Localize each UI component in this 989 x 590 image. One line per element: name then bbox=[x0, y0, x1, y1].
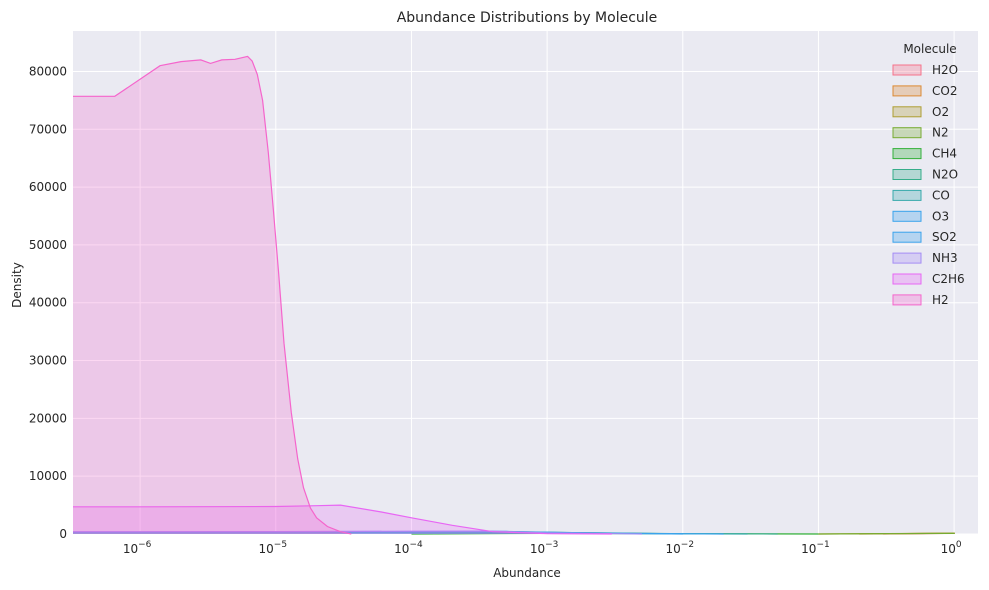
legend-swatch-o3 bbox=[892, 210, 922, 222]
y-tick-label-4: 40000 bbox=[29, 296, 67, 310]
y-tick-label-1: 10000 bbox=[29, 469, 67, 483]
x-axis-ticks: 10−6 10−5 10−4 10−3 10−2 10−1 100 bbox=[123, 540, 962, 556]
legend-label-c2h6: C2H6 bbox=[932, 272, 965, 286]
legend-swatch-h2o bbox=[892, 64, 922, 76]
x-tick-label-2: 10−4 bbox=[394, 540, 423, 556]
legend-swatch-n2o bbox=[892, 169, 922, 180]
x-tick-label-6: 100 bbox=[941, 540, 962, 556]
legend-swatch-c2h6 bbox=[892, 273, 922, 285]
density-areas bbox=[72, 55, 955, 535]
y-tick-label-3: 30000 bbox=[29, 354, 67, 368]
x-axis-label: Abundance bbox=[493, 566, 561, 580]
y-tick-label-6: 60000 bbox=[29, 180, 67, 194]
legend-label-o2: O2 bbox=[932, 105, 949, 119]
legend-label-h2: H2 bbox=[932, 293, 949, 307]
legend-label-so2: SO2 bbox=[932, 230, 957, 244]
legend-swatch-o2 bbox=[892, 106, 922, 118]
legend-label-nh3: NH3 bbox=[932, 251, 958, 265]
legend-swatch-so2 bbox=[892, 231, 922, 243]
y-tick-label-8: 80000 bbox=[29, 64, 67, 78]
plot-area bbox=[73, 31, 978, 534]
legend-label-co: CO bbox=[932, 188, 950, 202]
legend-swatch-nh3 bbox=[892, 252, 922, 264]
legend-swatch-co2 bbox=[892, 85, 922, 97]
area-fill-c2h6 bbox=[73, 505, 612, 534]
y-tick-label-5: 50000 bbox=[29, 238, 67, 252]
legend-label-co2: CO2 bbox=[932, 84, 957, 98]
chart-title: Abundance Distributions by Molecule bbox=[397, 10, 658, 26]
area-fill-h2 bbox=[73, 56, 352, 535]
x-tick-label-3: 10−3 bbox=[530, 540, 559, 556]
legend-swatch-h2 bbox=[892, 294, 922, 306]
area-line-h2 bbox=[73, 55, 352, 535]
area-line-nh3 bbox=[72, 530, 642, 535]
area-line-c2h6 bbox=[73, 504, 612, 535]
x-tick-label-4: 10−2 bbox=[666, 540, 695, 556]
legend-label-o3: O3 bbox=[932, 209, 949, 223]
legend-swatch-co bbox=[892, 189, 922, 201]
legend-label-h2o: H2O bbox=[932, 63, 958, 77]
legend: Molecule H2OCO2O2N2CH4N2OCOO3SO2NH3C2H6H… bbox=[892, 42, 965, 307]
legend-swatch-ch4 bbox=[892, 148, 922, 160]
y-axis-label: Density bbox=[10, 262, 24, 308]
y-tick-label-7: 70000 bbox=[29, 122, 67, 136]
y-axis-ticks: 0 10000 20000 30000 40000 50000 60000 70000 8000… bbox=[29, 64, 67, 541]
legend-items: H2O CO2 O2 N2 CH4 N2O CO O3 SO2 NH3 C2H6 H2 bbox=[892, 63, 965, 307]
legend-title: Molecule bbox=[903, 42, 956, 56]
legend-swatch-n2 bbox=[892, 127, 922, 139]
legend-label-n2o: N2O bbox=[932, 168, 958, 182]
y-tick-label-2: 20000 bbox=[29, 411, 67, 425]
x-tick-label-1: 10−5 bbox=[259, 540, 288, 556]
x-tick-label-0: 10−6 bbox=[123, 540, 152, 556]
y-tick-label-0: 0 bbox=[59, 527, 67, 541]
area-line-n2 bbox=[818, 532, 955, 535]
grid-lines bbox=[73, 31, 978, 535]
legend-label-ch4: CH4 bbox=[932, 147, 957, 161]
legend-label-n2: N2 bbox=[932, 126, 949, 140]
x-tick-label-5: 10−1 bbox=[801, 540, 830, 556]
